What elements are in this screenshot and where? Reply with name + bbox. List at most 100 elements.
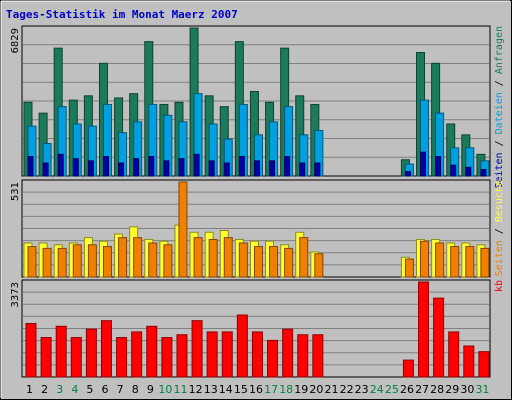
day-label-3: 3: [56, 383, 63, 396]
day-label-11: 11: [174, 383, 188, 396]
bar-seiten_blue-day-27: [420, 151, 427, 177]
day-label-14: 14: [219, 383, 233, 396]
bar-seiten_orange-day-16: [253, 246, 263, 278]
bar-kb-day-20: [312, 334, 324, 378]
bar-seiten_blue-day-4: [72, 158, 79, 177]
day-label-12: 12: [189, 383, 203, 396]
day-label-31: 31: [475, 383, 489, 396]
side-legend-seiten: Seiten: [494, 152, 505, 188]
day-label-19: 19: [294, 383, 308, 396]
panels-group: 6829 Seiten / Dateien / Anfragen 531 Seiten…: [10, 25, 505, 378]
bar-seiten_orange-day-1: [27, 246, 37, 278]
bar-kb-day-17: [267, 339, 279, 378]
bar-seiten_orange-day-26: [404, 258, 414, 278]
bar-seiten_blue-day-29: [450, 164, 457, 177]
bar-seiten_orange-day-29: [450, 246, 460, 278]
bar-seiten_blue-day-31: [480, 168, 487, 177]
bar-seiten_orange-day-3: [57, 247, 67, 278]
bar-kb-day-31: [478, 351, 490, 378]
side-legend-dateien: Dateien: [494, 92, 505, 134]
side-legend-sep1: /: [494, 222, 505, 240]
bar-seiten_blue-day-11: [178, 158, 185, 177]
side-legend-anfragen: Anfragen: [494, 26, 505, 74]
bar-seiten_orange-day-2: [42, 247, 52, 278]
day-label-24: 24: [370, 383, 384, 396]
bar-kb-day-3: [55, 325, 67, 378]
bar-kb-day-4: [70, 337, 82, 378]
bar-seiten_orange-day-11: [178, 181, 188, 278]
bar-seiten_orange-day-6: [102, 246, 112, 278]
bar-seiten_blue-day-5: [87, 160, 94, 177]
bar-seiten_orange-day-5: [87, 244, 97, 278]
bar-kb-day-9: [146, 325, 158, 378]
day-label-2: 2: [41, 383, 48, 396]
bar-seiten_blue-day-30: [465, 166, 472, 177]
bar-kb-day-6: [100, 320, 112, 378]
bar-seiten_orange-day-7: [118, 237, 128, 278]
bar-seiten_blue-day-2: [42, 162, 49, 177]
day-label-29: 29: [445, 383, 459, 396]
bar-seiten_blue-day-16: [253, 160, 260, 177]
bar-seiten_blue-day-28: [435, 155, 442, 177]
bar-seiten_blue-day-9: [148, 155, 155, 177]
bar-seiten_blue-day-17: [269, 160, 276, 177]
bar-kb-day-1: [25, 322, 37, 378]
bar-seiten_orange-day-20: [314, 253, 324, 278]
bar-seiten_orange-day-18: [284, 247, 294, 278]
bar-seiten_orange-day-8: [133, 237, 143, 278]
bar-kb-day-11: [176, 334, 188, 378]
bar-seiten_orange-day-17: [269, 246, 279, 278]
bar-seiten_blue-day-26: [404, 171, 411, 177]
bar-kb-day-30: [463, 345, 475, 378]
bar-seiten_orange-day-13: [208, 238, 218, 278]
panel-visits: 531 Seiten / Besuche: [10, 179, 505, 278]
day-label-23: 23: [355, 383, 369, 396]
side-legend-visits: Seiten / Besuche: [494, 180, 505, 276]
bar-seiten_orange-day-30: [465, 246, 475, 278]
day-label-25: 25: [385, 383, 399, 396]
y-max-label: 531: [10, 182, 21, 201]
chart-title: Tages-Statistik im Monat Maerz 2007: [6, 8, 238, 21]
bar-seiten_blue-day-20: [314, 162, 321, 177]
day-label-4: 4: [71, 383, 78, 396]
day-label-13: 13: [204, 383, 218, 396]
day-label-7: 7: [117, 383, 124, 396]
day-label-5: 5: [86, 383, 93, 396]
bar-kb-day-14: [221, 331, 233, 378]
bar-seiten_orange-day-28: [435, 242, 445, 278]
day-label-1: 1: [26, 383, 33, 396]
side-legend-seiten: Seiten: [494, 240, 505, 276]
panel-requests: 6829 Seiten / Dateien / Anfragen: [10, 25, 505, 189]
side-legend-kb: kb: [494, 280, 505, 292]
day-label-18: 18: [279, 383, 293, 396]
side-legend-requests: Seiten / Dateien / Anfragen: [494, 26, 505, 189]
bar-seiten_blue-day-12: [193, 153, 200, 177]
y-max-label: 6829: [10, 28, 21, 53]
bar-seiten_orange-day-15: [238, 242, 248, 278]
day-label-17: 17: [264, 383, 278, 396]
day-label-6: 6: [102, 383, 109, 396]
bar-seiten_blue-day-13: [208, 160, 215, 177]
bar-kb-day-27: [418, 281, 430, 378]
bar-kb-day-13: [206, 331, 218, 378]
bar-kb-day-2: [40, 337, 52, 378]
bar-seiten_blue-day-15: [238, 155, 245, 177]
bar-seiten_orange-day-10: [163, 244, 173, 278]
bar-kb-day-15: [236, 314, 248, 378]
bar-seiten_blue-day-7: [118, 162, 125, 177]
bar-kb-day-28: [433, 297, 445, 378]
day-label-16: 16: [249, 383, 263, 396]
day-label-9: 9: [147, 383, 154, 396]
bar-seiten_blue-day-19: [299, 162, 306, 177]
side-legend-kb: kb: [494, 280, 505, 292]
bar-seiten_blue-day-8: [133, 158, 140, 177]
bar-seiten_blue-day-18: [284, 155, 291, 177]
panel-kb: 3373 kb: [10, 279, 505, 378]
bar-seiten_orange-day-4: [72, 244, 82, 278]
bar-seiten_orange-day-19: [299, 237, 309, 278]
bar-seiten_orange-day-27: [420, 240, 430, 278]
day-label-28: 28: [430, 383, 444, 396]
side-legend-sep2: /: [494, 74, 505, 92]
day-label-10: 10: [158, 383, 172, 396]
bar-kb-day-10: [161, 337, 173, 378]
